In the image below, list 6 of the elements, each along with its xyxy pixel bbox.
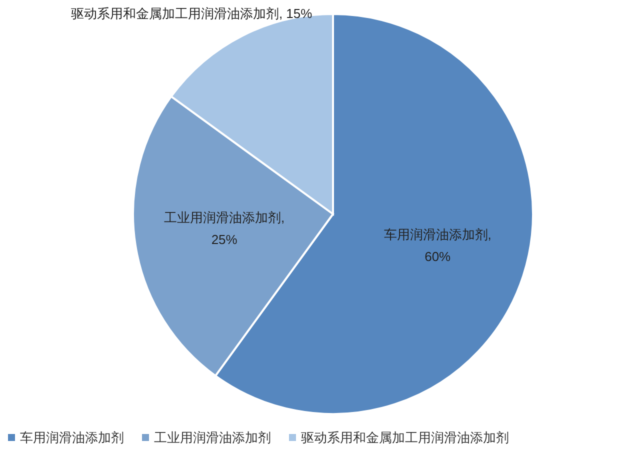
data-label: 车用润滑油添加剂, 60% [384,226,492,264]
data-label: 工业用润滑油添加剂, 25% [164,210,285,248]
legend-label: 车用润滑油添加剂 [20,430,124,445]
legend-label: 驱动系用和金属加工用润滑油添加剂 [301,430,509,445]
data-label: 驱动系用和金属加工用润滑油添加剂, 15% [70,6,313,21]
legend-label: 工业用润滑油添加剂 [154,430,271,445]
